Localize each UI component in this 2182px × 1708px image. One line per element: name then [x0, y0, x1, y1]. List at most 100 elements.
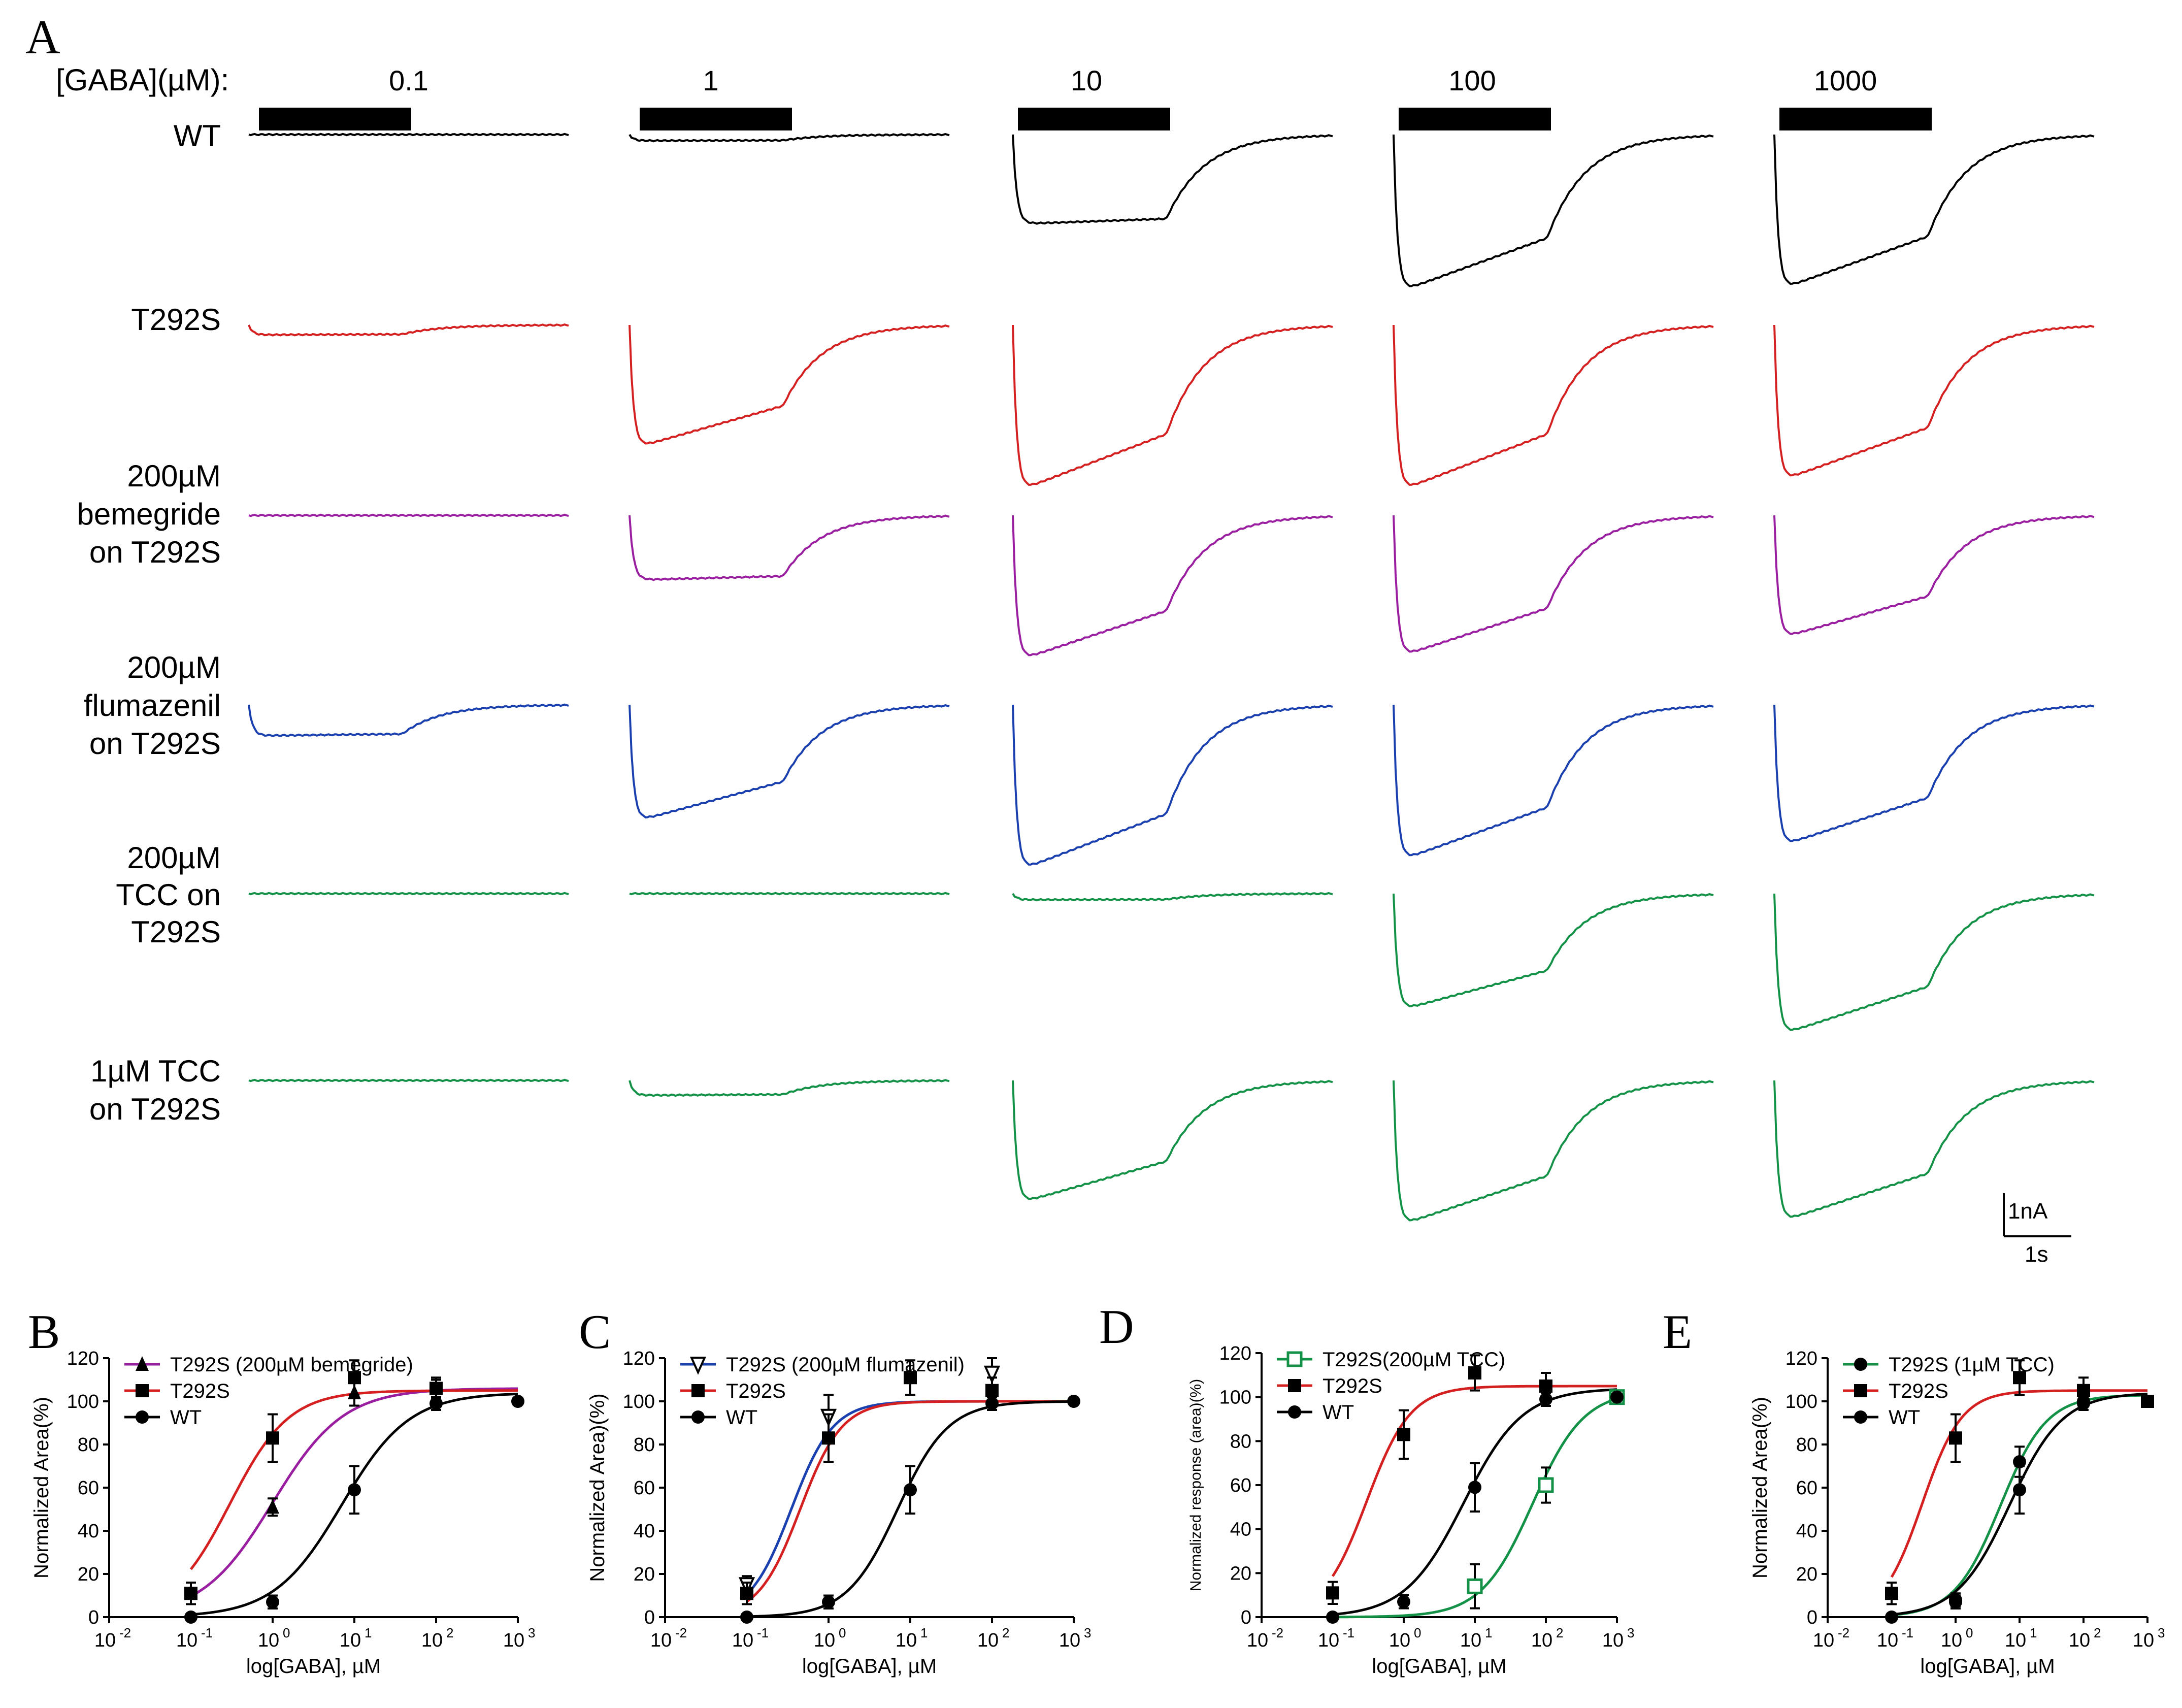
data-point-series-0	[266, 1499, 279, 1514]
data-point-series-2	[1326, 1611, 1339, 1624]
row-label-5-line-1: on T292S	[89, 1092, 221, 1126]
current-trace-row-3-col-3	[1393, 704, 1714, 857]
x-tick-label: 10	[2133, 1630, 2154, 1651]
row-label-4-line-0: 200µM	[127, 841, 221, 875]
x-tick-label: 10	[2005, 1630, 2026, 1651]
y-tick-label: 20	[1230, 1563, 1251, 1584]
y-tick-label: 120	[623, 1348, 655, 1369]
current-trace-row-4-col-4	[1773, 893, 2095, 1031]
current-trace-row-0-col-3	[1393, 134, 1714, 287]
panel-letter-a: A	[25, 10, 60, 64]
data-point-series-1	[2077, 1384, 2090, 1397]
y-tick-label: 40	[78, 1521, 99, 1542]
current-trace-row-0-col-1	[629, 133, 950, 143]
data-point-series-2	[511, 1395, 524, 1408]
row-label-3-line-0: 200µM	[127, 650, 221, 684]
x-tick-label: 10	[258, 1630, 279, 1651]
x-tick-exponent: 1	[365, 1625, 372, 1640]
row-label-2-line-0: 200µM	[127, 459, 221, 493]
y-tick-label: 80	[1230, 1431, 1251, 1452]
current-trace-row-5-col-4	[1773, 1080, 2095, 1218]
data-point-series-2	[2013, 1483, 2026, 1497]
data-point-series-1	[822, 1431, 835, 1445]
current-trace-row-1-col-4	[1773, 324, 2095, 477]
y-axis-title: Normalized Area(%)	[30, 1397, 53, 1579]
x-tick-exponent: 2	[2094, 1625, 2101, 1640]
current-trace-row-1-col-1	[629, 324, 950, 445]
panel-letter-e: E	[1663, 1305, 1692, 1359]
panel-a-traces: 0.1 1 10 100 1000 WT T292S 200µM bemegride on T29…	[77, 64, 2095, 1222]
current-trace-row-2-col-0	[248, 513, 569, 517]
x-tick-label: 10	[1460, 1630, 1481, 1651]
gaba-application-bar-0.1	[259, 108, 411, 130]
x-tick-exponent: 3	[2158, 1625, 2165, 1640]
concentration-label-10: 10	[1071, 64, 1102, 96]
current-trace-row-0-col-0	[248, 133, 569, 137]
row-label-4-line-1: TCC on	[116, 878, 221, 912]
x-tick-label: 10	[1941, 1630, 1962, 1651]
data-point-series-1	[740, 1587, 753, 1600]
y-tick-label: 20	[634, 1564, 655, 1585]
legend-label-1: T292S	[726, 1380, 786, 1402]
panel-letter-c: C	[579, 1305, 611, 1359]
x-tick-exponent: 2	[1556, 1625, 1563, 1640]
y-tick-label: 0	[1241, 1607, 1251, 1628]
gaba-application-bar-1000	[1779, 108, 1932, 130]
x-tick-exponent: 1	[920, 1625, 928, 1640]
data-point-series-1	[348, 1371, 361, 1385]
legend-marker-0	[1854, 1358, 1867, 1371]
current-trace-row-2-col-2	[1012, 515, 1333, 656]
data-point-series-2	[822, 1595, 835, 1609]
x-tick-exponent: -1	[201, 1625, 213, 1640]
scale-current-label: 1nA	[2008, 1199, 2048, 1224]
scale-time-label: 1s	[2025, 1242, 2048, 1267]
data-point-series-2	[429, 1397, 443, 1410]
data-point-series-2	[2077, 1397, 2090, 1410]
legend-marker-0	[136, 1356, 149, 1371]
y-tick-label: 100	[1786, 1391, 1817, 1413]
panel-letter-b: B	[28, 1305, 60, 1359]
data-point-series-2	[1885, 1611, 1898, 1624]
x-tick-exponent: -1	[757, 1625, 769, 1640]
current-trace-row-3-col-0	[248, 703, 569, 737]
legend-label-0: T292S (200µM bemegride)	[170, 1354, 413, 1376]
y-tick-label: 40	[1796, 1521, 1817, 1542]
y-tick-label: 80	[78, 1434, 99, 1456]
current-trace-row-3-col-2	[1012, 704, 1333, 866]
data-point-series-2	[904, 1483, 917, 1497]
legend-marker-2	[136, 1410, 149, 1424]
current-trace-row-2-col-3	[1393, 515, 1714, 653]
x-tick-label: 10	[814, 1630, 835, 1651]
x-tick-exponent: 0	[1414, 1625, 1421, 1640]
current-trace-row-4-col-1	[629, 892, 950, 896]
y-tick-label: 60	[78, 1477, 99, 1499]
x-tick-label: 10	[421, 1630, 443, 1651]
legend-label-2: WT	[1323, 1401, 1354, 1424]
data-point-series-1	[429, 1382, 443, 1395]
legend-marker-2	[691, 1410, 705, 1424]
data-point-series-1	[1885, 1587, 1898, 1600]
x-tick-exponent: 3	[528, 1625, 535, 1640]
legend-label-0: T292S (200µM flumazenil)	[726, 1354, 965, 1376]
data-point-series-0	[1467, 1578, 1483, 1594]
current-trace-row-4-col-3	[1393, 893, 1714, 1007]
x-tick-label: 10	[503, 1630, 524, 1651]
data-point-series-1	[1397, 1428, 1410, 1441]
legend-label-1: T292S	[1889, 1380, 1948, 1402]
legend-label-0: T292S(200µM TCC)	[1323, 1349, 1505, 1371]
x-tick-exponent: -2	[119, 1625, 131, 1640]
row-label-2-line-2: on T292S	[89, 535, 221, 569]
data-point-series-1	[266, 1431, 279, 1445]
data-point-series-1	[904, 1371, 917, 1385]
legend-marker-2	[1288, 1405, 1301, 1419]
x-tick-label: 10	[176, 1630, 197, 1651]
concentration-label-1: 1	[703, 64, 718, 96]
x-tick-label: 10	[1059, 1630, 1080, 1651]
x-tick-exponent: 3	[1627, 1625, 1634, 1640]
legend-marker-1	[1854, 1384, 1867, 1397]
x-tick-exponent: -2	[675, 1625, 687, 1640]
